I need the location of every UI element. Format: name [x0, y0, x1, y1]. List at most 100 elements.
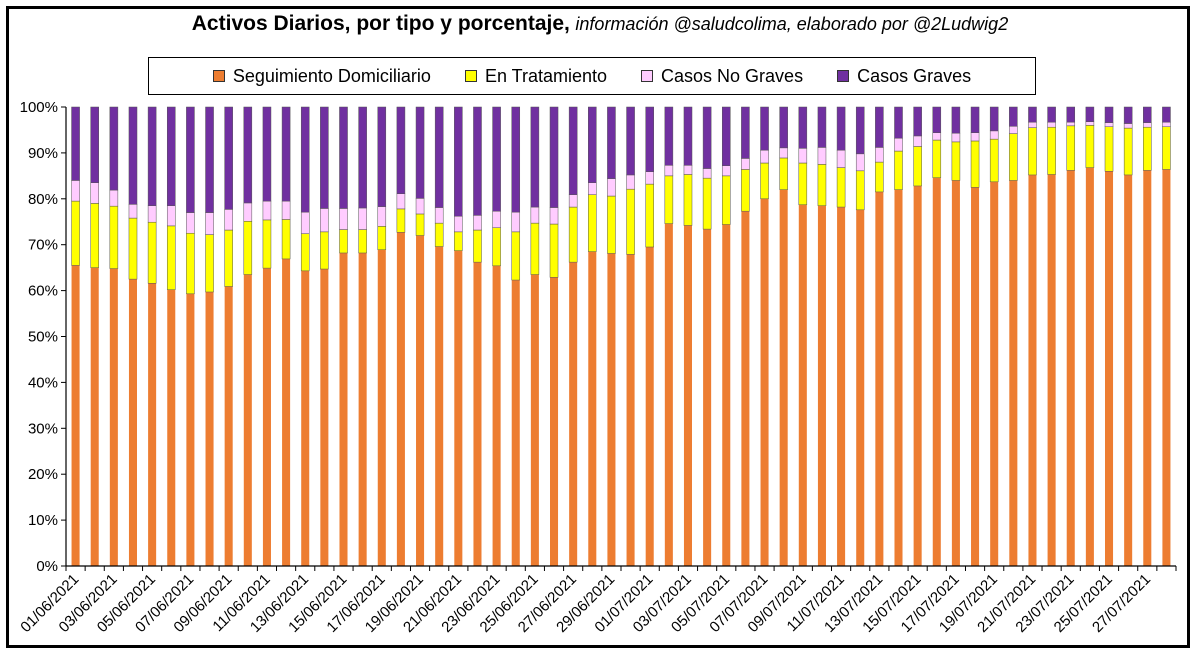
bar-tratamiento: [320, 231, 329, 270]
bar-tratamiento: [71, 200, 80, 266]
bar-tratamiento: [128, 217, 138, 280]
y-tick-label: 40%: [28, 374, 58, 391]
bar-graves: [568, 106, 578, 195]
bar-no-graves: [415, 198, 425, 215]
bar-tratamiento: [989, 138, 999, 183]
legend-swatch-seguimiento: [212, 70, 225, 82]
bar-no-graves: [875, 147, 884, 163]
bar-graves: [71, 106, 80, 181]
chart-legend: Seguimiento Domiciliario En Tratamiento …: [148, 57, 1036, 95]
y-tick-label: 70%: [28, 237, 58, 254]
bar-tratamiento: [473, 229, 482, 263]
bar-graves: [855, 106, 865, 155]
y-tick-label: 30%: [28, 420, 58, 437]
bar-tratamiento: [894, 150, 903, 190]
bar-graves: [339, 106, 348, 209]
chart-frame: [6, 6, 1190, 648]
bar-graves: [741, 106, 750, 159]
chart-title: Activos Diarios, por tipo y porcentaje, …: [0, 12, 1200, 36]
bar-no-graves: [817, 147, 827, 165]
bar-graves: [90, 106, 99, 183]
bar-seguimiento: [1143, 170, 1152, 566]
bar-tratamiento: [90, 203, 99, 268]
y-tick-label: 60%: [28, 283, 58, 300]
bar-no-graves: [626, 174, 635, 190]
bar-tratamiento: [434, 222, 444, 247]
bar-no-graves: [588, 182, 597, 195]
bar-tratamiento: [415, 213, 425, 236]
bar-no-graves: [1047, 121, 1056, 128]
bar-tratamiento: [1123, 127, 1133, 176]
bar-no-graves: [396, 193, 406, 210]
bar-tratamiento: [607, 195, 616, 254]
bar-seguimiento: [320, 269, 329, 566]
bar-graves: [128, 106, 138, 205]
bar-graves: [875, 106, 884, 148]
bar-no-graves: [530, 206, 540, 224]
bar-no-graves: [894, 137, 903, 152]
bar-seguimiento: [1047, 174, 1056, 566]
bar-seguimiento: [837, 207, 846, 566]
bar-tratamiento: [262, 219, 272, 269]
bar-graves: [626, 106, 635, 176]
bar-graves: [817, 106, 827, 148]
bar-seguimiento: [473, 262, 482, 566]
bar-tratamiento: [205, 234, 214, 293]
bar-graves: [224, 106, 233, 210]
bar-graves: [702, 106, 712, 169]
bar-seguimiento: [454, 250, 463, 567]
bar-seguimiento: [779, 189, 788, 566]
bar-no-graves: [128, 204, 138, 219]
bar-graves: [1085, 106, 1095, 122]
bar-tratamiento: [1009, 133, 1018, 181]
bar-no-graves: [243, 202, 253, 222]
bar-seguimiento: [703, 229, 712, 566]
legend-swatch-tratamiento: [464, 70, 477, 82]
bar-graves: [434, 106, 444, 208]
bar-seguimiento: [224, 286, 233, 566]
bar-no-graves: [913, 135, 922, 147]
bar-no-graves: [320, 208, 329, 233]
bar-graves: [205, 106, 214, 213]
bar-seguimiento: [683, 225, 692, 567]
bar-no-graves: [741, 158, 750, 170]
bar-seguimiento: [358, 252, 367, 566]
y-tick-label: 10%: [28, 512, 58, 529]
bar-tratamiento: [760, 162, 769, 200]
bar-seguimiento: [798, 204, 807, 566]
bar-tratamiento: [396, 208, 406, 233]
bar-seguimiento: [262, 268, 271, 566]
bar-tratamiento: [1143, 126, 1152, 171]
legend-item-graves: Casos Graves: [837, 66, 971, 87]
bar-tratamiento: [1104, 126, 1114, 172]
bar-no-graves: [339, 208, 348, 230]
bar-tratamiento: [109, 205, 119, 269]
bar-tratamiento: [1047, 126, 1056, 175]
bar-no-graves: [1009, 126, 1018, 134]
bar-seguimiento: [167, 289, 176, 566]
bar-tratamiento: [511, 231, 521, 281]
bar-graves: [645, 106, 654, 172]
chart-title-sub: información @saludcolima, elaborado por …: [575, 14, 1009, 34]
bar-tratamiento: [798, 162, 808, 206]
bar-tratamiento: [1066, 125, 1076, 171]
bar-graves: [243, 106, 253, 204]
legend-label-seguimiento: Seguimiento Domiciliario: [232, 65, 431, 86]
bar-graves: [473, 106, 482, 216]
y-tick-label: 100%: [20, 99, 58, 116]
bar-no-graves: [262, 200, 272, 221]
bar-seguimiento: [416, 235, 425, 566]
legend-swatch-graves: [837, 70, 850, 82]
bar-no-graves: [166, 205, 176, 227]
bar-graves: [779, 106, 788, 149]
bar-tratamiento: [683, 174, 693, 226]
bar-tratamiento: [645, 183, 654, 248]
bar-tratamiento: [588, 194, 597, 252]
legend-item-seguimiento: Seguimiento Domiciliario: [212, 65, 431, 87]
bar-tratamiento: [702, 177, 712, 230]
bar-seguimiento: [569, 262, 578, 566]
legend-label-graves: Casos Graves: [857, 65, 972, 86]
bar-seguimiento: [856, 209, 865, 566]
bar-no-graves: [645, 171, 654, 185]
